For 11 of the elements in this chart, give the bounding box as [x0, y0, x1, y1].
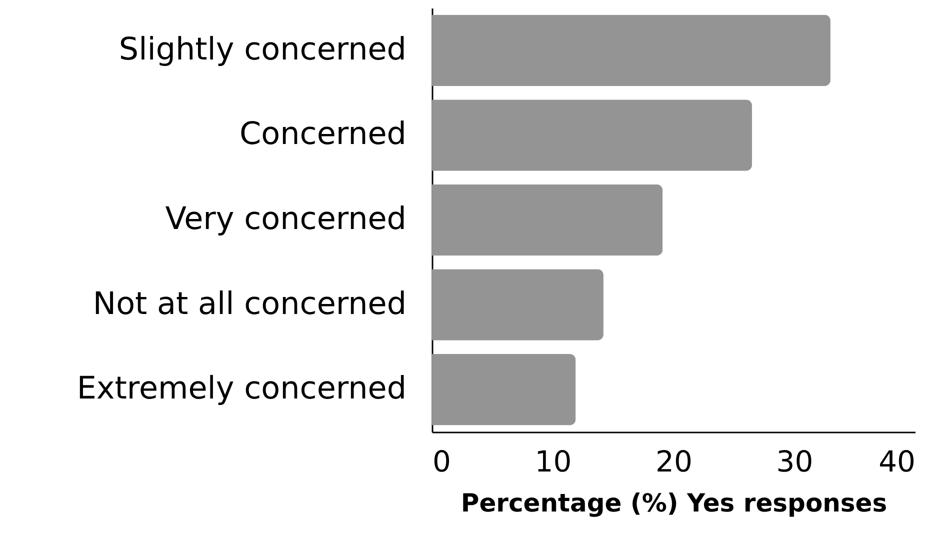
x-tick-label: 10 — [534, 444, 572, 478]
y-tick-label: Slightly concerned — [118, 31, 406, 68]
y-tick-label: Not at all concerned — [92, 286, 406, 322]
y-tick-label: Very concerned — [165, 201, 406, 237]
y-tick-label: Concerned — [240, 116, 406, 152]
x-tick-label: 40 — [878, 444, 916, 478]
x-tick-label: 20 — [656, 444, 692, 478]
y-tick-label: Extremely concerned — [76, 370, 406, 407]
x-axis-title: Percentage (%) Yes responses — [460, 488, 888, 518]
x-tick-label: 0 — [432, 444, 451, 478]
x-tick-label: 30 — [776, 444, 814, 478]
